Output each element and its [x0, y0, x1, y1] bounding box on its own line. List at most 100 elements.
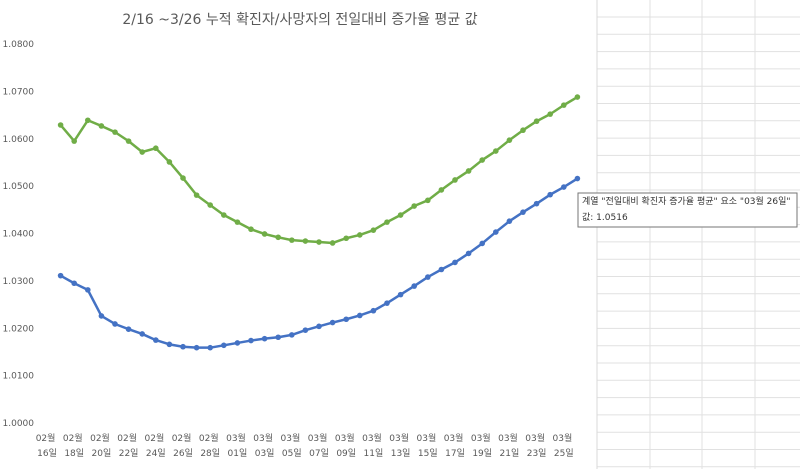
- data-point: [561, 184, 567, 190]
- x-tick-label-line: 03월: [253, 432, 276, 444]
- data-point: [85, 117, 91, 124]
- sheet-grid: [597, 0, 800, 469]
- data-point: [248, 226, 254, 233]
- data-point: [547, 111, 553, 117]
- x-tick-label-line: 26일: [173, 448, 193, 459]
- data-point: [316, 239, 322, 245]
- x-tick-label-line: 03월: [525, 432, 548, 444]
- x-tick-label: 02월 26일: [172, 432, 195, 459]
- data-point: [180, 175, 186, 181]
- data-point: [465, 250, 472, 257]
- x-tick-label-line: 02월: [117, 432, 140, 444]
- x-tick-label: 02월 18일: [63, 432, 86, 459]
- x-tick-label-line: 03일: [255, 448, 275, 459]
- data-point: [506, 137, 513, 143]
- x-tick-label-line: 18일: [64, 448, 84, 459]
- plot: 1.0000 1.0100 1.0200 1.0300 1.0400 1.0500 1.06…: [3, 40, 581, 459]
- x-tick-label-line: 03월: [417, 432, 440, 444]
- x-tick-label: 02월 16일: [36, 432, 59, 459]
- x-tick-label-line: 20일: [92, 448, 112, 459]
- data-point: [71, 280, 77, 287]
- x-tick-label-line: 23일: [527, 448, 547, 459]
- data-point: [234, 340, 241, 346]
- data-point: [465, 168, 472, 174]
- tooltip-line: 값: 1.0516: [582, 211, 628, 223]
- data-point: [411, 203, 418, 209]
- chart-title: 2/16 ~3/26 누적 확진자/사망자의 전일대비 증가율 평균 값: [122, 12, 477, 28]
- x-tick-label-line: 03월: [226, 432, 249, 444]
- x-tick-label: 03월 17일: [444, 432, 467, 459]
- x-tick-label: 02월 28일: [199, 432, 222, 459]
- x-tick-label: 03월 13일: [389, 432, 412, 459]
- x-tick-label-line: 03월: [498, 432, 521, 444]
- x-tick-label-line: 13일: [391, 448, 411, 459]
- x-tick-label-line: 03월: [335, 432, 358, 444]
- data-point: [125, 326, 132, 332]
- data-point: [493, 148, 499, 154]
- y-tick-label: 1.0200: [3, 324, 35, 334]
- data-point: [479, 240, 486, 247]
- data-point: [357, 232, 363, 238]
- data-point: [533, 200, 540, 207]
- data-point: [57, 122, 64, 128]
- data-point: [193, 344, 200, 351]
- x-tick-label-line: 01일: [228, 448, 248, 459]
- data-point: [520, 127, 526, 134]
- x-tick-label: 02월 22일: [117, 432, 140, 459]
- chart-area: [0, 0, 597, 469]
- data-point: [207, 344, 213, 351]
- x-tick-label-line: 02월: [36, 432, 59, 444]
- y-tick-label: 1.0300: [3, 277, 35, 287]
- x-tick-label-line: 02월: [90, 432, 113, 444]
- data-point: [193, 192, 200, 198]
- data-point: [289, 237, 295, 243]
- data-point: [139, 331, 145, 337]
- data-point: [438, 187, 445, 193]
- data-point: [98, 123, 105, 129]
- x-tick-label-line: 02월: [145, 432, 168, 444]
- data-point: [452, 177, 458, 183]
- data-point: [166, 159, 173, 165]
- data-point: [139, 149, 145, 155]
- data-point: [329, 240, 336, 246]
- data-point: [411, 283, 418, 289]
- x-tick-label-line: 02월: [172, 432, 195, 444]
- data-point: [302, 327, 309, 333]
- data-point: [574, 94, 581, 100]
- data-point: [370, 227, 377, 233]
- x-tick-label: 03월 01일: [226, 432, 249, 459]
- x-tick-label-line: 03월: [362, 432, 385, 444]
- data-point: [343, 316, 350, 323]
- data-point: [384, 219, 390, 225]
- x-tick-label: 03월 03일: [253, 432, 276, 459]
- x-tick-label-line: 05일: [282, 448, 302, 459]
- x-tick-label: 03월 19일: [471, 432, 494, 459]
- data-point: [329, 319, 336, 326]
- data-point: [520, 209, 526, 215]
- data-point: [112, 129, 118, 135]
- data-point: [275, 334, 282, 341]
- x-tick-label-line: 03월: [553, 432, 576, 444]
- data-point: [343, 235, 350, 242]
- x-tick-label: 03월 07일: [308, 432, 331, 459]
- x-tick-label-line: 09일: [336, 448, 356, 459]
- data-point: [506, 218, 513, 224]
- data-point: [85, 287, 91, 293]
- y-tick-label: 1.0000: [3, 419, 35, 429]
- x-tick-label: 03월 09일: [335, 432, 358, 459]
- data-point: [221, 342, 227, 349]
- tooltip: 계열 "전일대비 확진자 증가율 평균" 요소 "03월 26일" 값: 1.0…: [577, 192, 798, 228]
- y-tick-label: 1.0700: [3, 87, 35, 97]
- data-point: [275, 234, 282, 241]
- x-tick-label-line: 11일: [364, 448, 384, 459]
- data-point: [153, 337, 159, 343]
- x-tick-label: 03월 15일: [417, 432, 440, 459]
- data-point: [547, 191, 553, 198]
- tooltip-line: 계열 "전일대비 확진자 증가율 평균" 요소 "03월 26일": [582, 195, 791, 207]
- data-point: [452, 259, 458, 266]
- data-point: [261, 231, 268, 237]
- x-tick-label-line: 03월: [281, 432, 304, 444]
- data-point: [125, 138, 132, 144]
- data-point: [166, 341, 173, 348]
